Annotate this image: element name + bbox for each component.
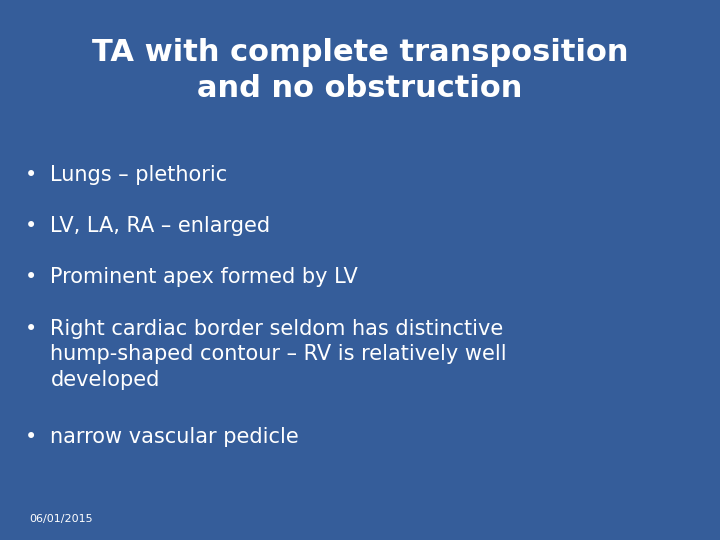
Text: TA with complete transposition
and no obstruction: TA with complete transposition and no ob… — [91, 38, 629, 103]
Text: narrow vascular pedicle: narrow vascular pedicle — [50, 427, 299, 447]
Text: Prominent apex formed by LV: Prominent apex formed by LV — [50, 267, 358, 287]
Text: •: • — [24, 216, 37, 236]
Text: •: • — [24, 427, 37, 447]
Text: •: • — [24, 267, 37, 287]
Text: Right cardiac border seldom has distinctive
hump-shaped contour – RV is relative: Right cardiac border seldom has distinct… — [50, 319, 507, 390]
Text: 06/01/2015: 06/01/2015 — [29, 514, 92, 524]
Text: •: • — [24, 165, 37, 185]
Text: Lungs – plethoric: Lungs – plethoric — [50, 165, 228, 185]
Text: •: • — [24, 319, 37, 339]
Text: LV, LA, RA – enlarged: LV, LA, RA – enlarged — [50, 216, 271, 236]
